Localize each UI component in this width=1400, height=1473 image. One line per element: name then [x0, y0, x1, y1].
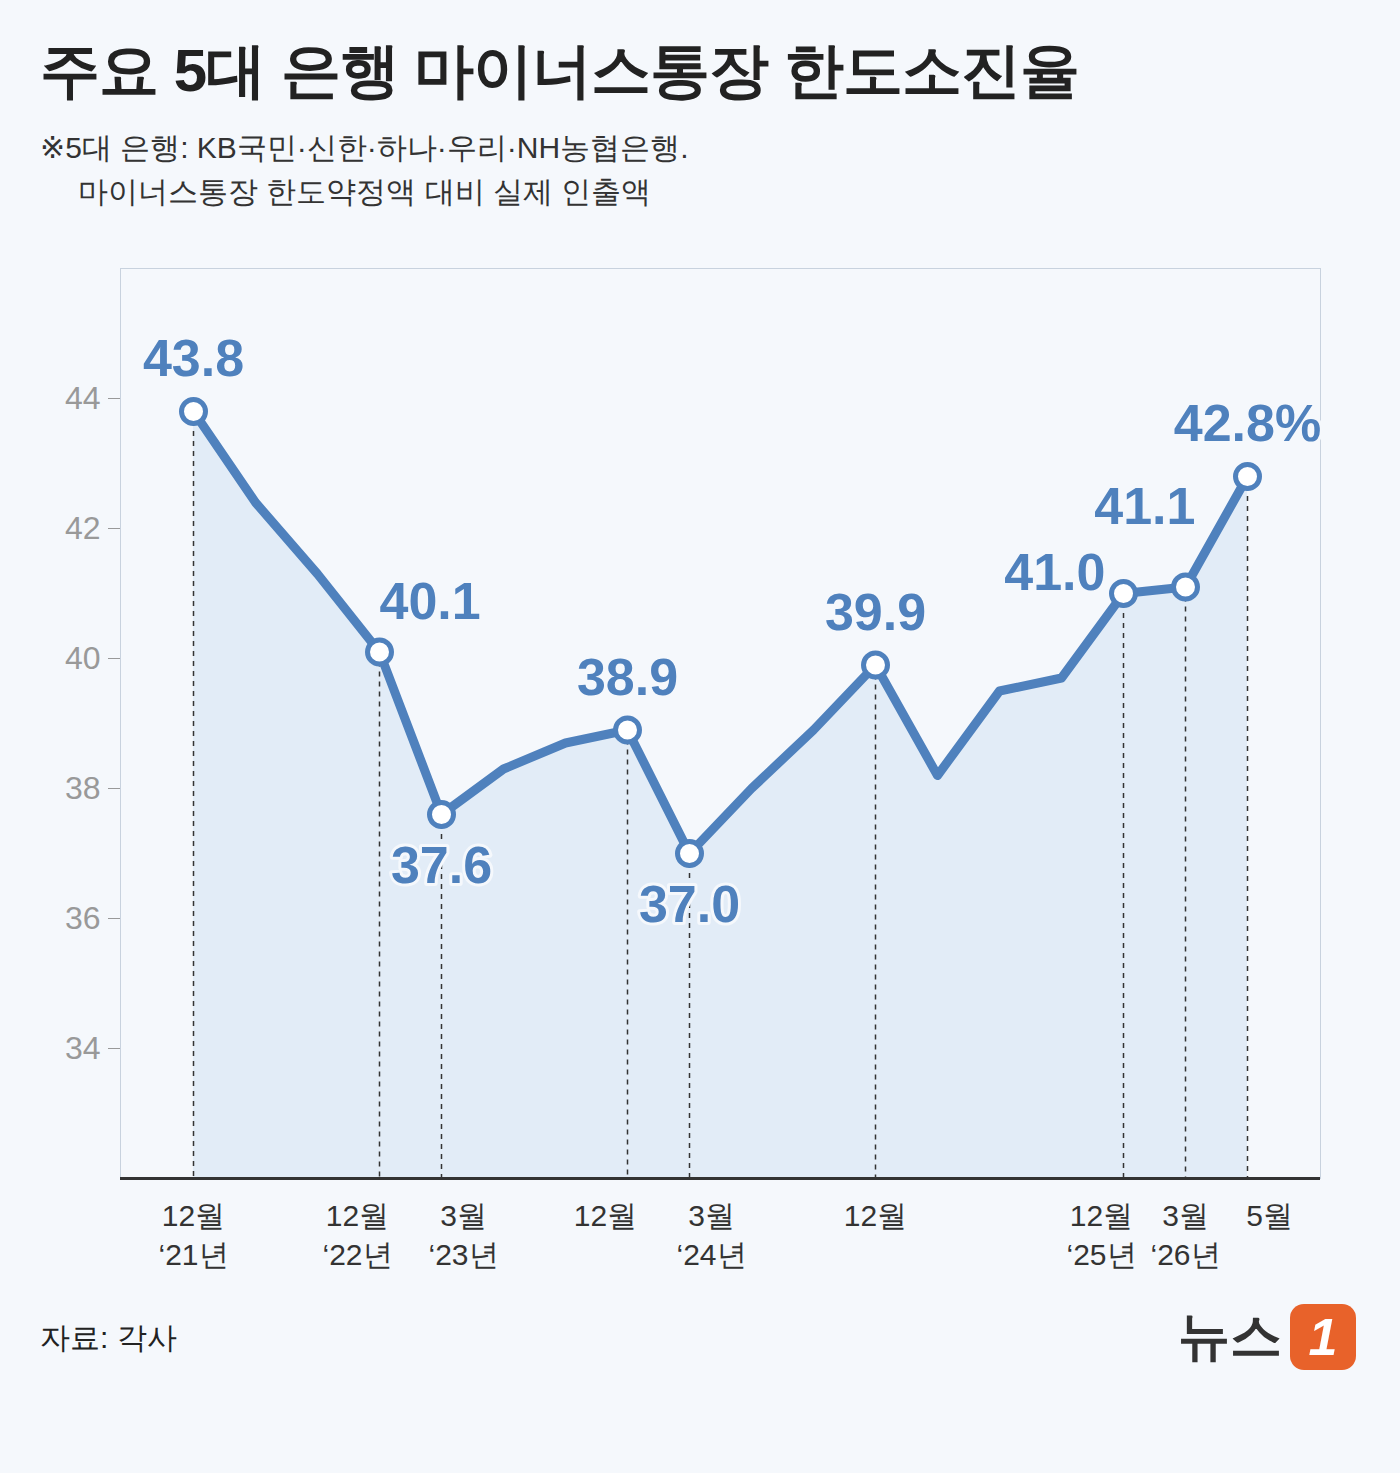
svg-text:3월‘24년: 3월‘24년: [676, 1199, 746, 1271]
svg-text:44: 44: [65, 380, 101, 416]
svg-text:41.0: 41.0: [1004, 543, 1105, 601]
html-text:1: 1: [1308, 1308, 1338, 1366]
svg-text:42: 42: [65, 510, 101, 546]
svg-text:34: 34: [65, 1030, 101, 1066]
svg-text:40.1: 40.1: [380, 572, 481, 630]
svg-text:38: 38: [65, 770, 101, 806]
svg-text:43.8: 43.8: [143, 329, 244, 387]
svg-text:12월‘25년: 12월‘25년: [1066, 1199, 1136, 1271]
svg-text:5월: 5월: [1246, 1199, 1293, 1232]
svg-text:38.9: 38.9: [577, 648, 678, 706]
svg-text:12월‘21년: 12월‘21년: [158, 1199, 228, 1271]
html-text:마이너스통장 한도약정액 대비 실제 인출액: 마이너스통장 한도약정액 대비 실제 인출액: [78, 175, 652, 208]
svg-text:42.8%: 42.8%: [1174, 394, 1321, 452]
html-text:뉴스: 뉴스: [1178, 1307, 1282, 1365]
svg-text:36: 36: [65, 900, 101, 936]
svg-text:39.9: 39.9: [825, 583, 926, 641]
svg-text:12월‘22년: 12월‘22년: [322, 1199, 392, 1271]
svg-text:41.1: 41.1: [1094, 477, 1195, 535]
svg-text:3월‘23년: 3월‘23년: [428, 1199, 498, 1271]
html-text:주요 5대 은행 마이너스통장 한도소진율: 주요 5대 은행 마이너스통장 한도소진율: [40, 37, 1080, 104]
html-text:※5대 은행: KB국민·신한·하나·우리·NH농협은행.: ※5대 은행: KB국민·신한·하나·우리·NH농협은행.: [40, 131, 689, 164]
svg-text:37.0: 37.0: [639, 875, 740, 933]
svg-text:12월: 12월: [844, 1199, 907, 1232]
svg-text:12월: 12월: [574, 1199, 637, 1232]
html-text:자료: 각사: 자료: 각사: [40, 1321, 177, 1354]
svg-text:37.6: 37.6: [391, 836, 492, 894]
svg-text:40: 40: [65, 640, 101, 676]
svg-text:3월‘26년: 3월‘26년: [1150, 1199, 1220, 1271]
